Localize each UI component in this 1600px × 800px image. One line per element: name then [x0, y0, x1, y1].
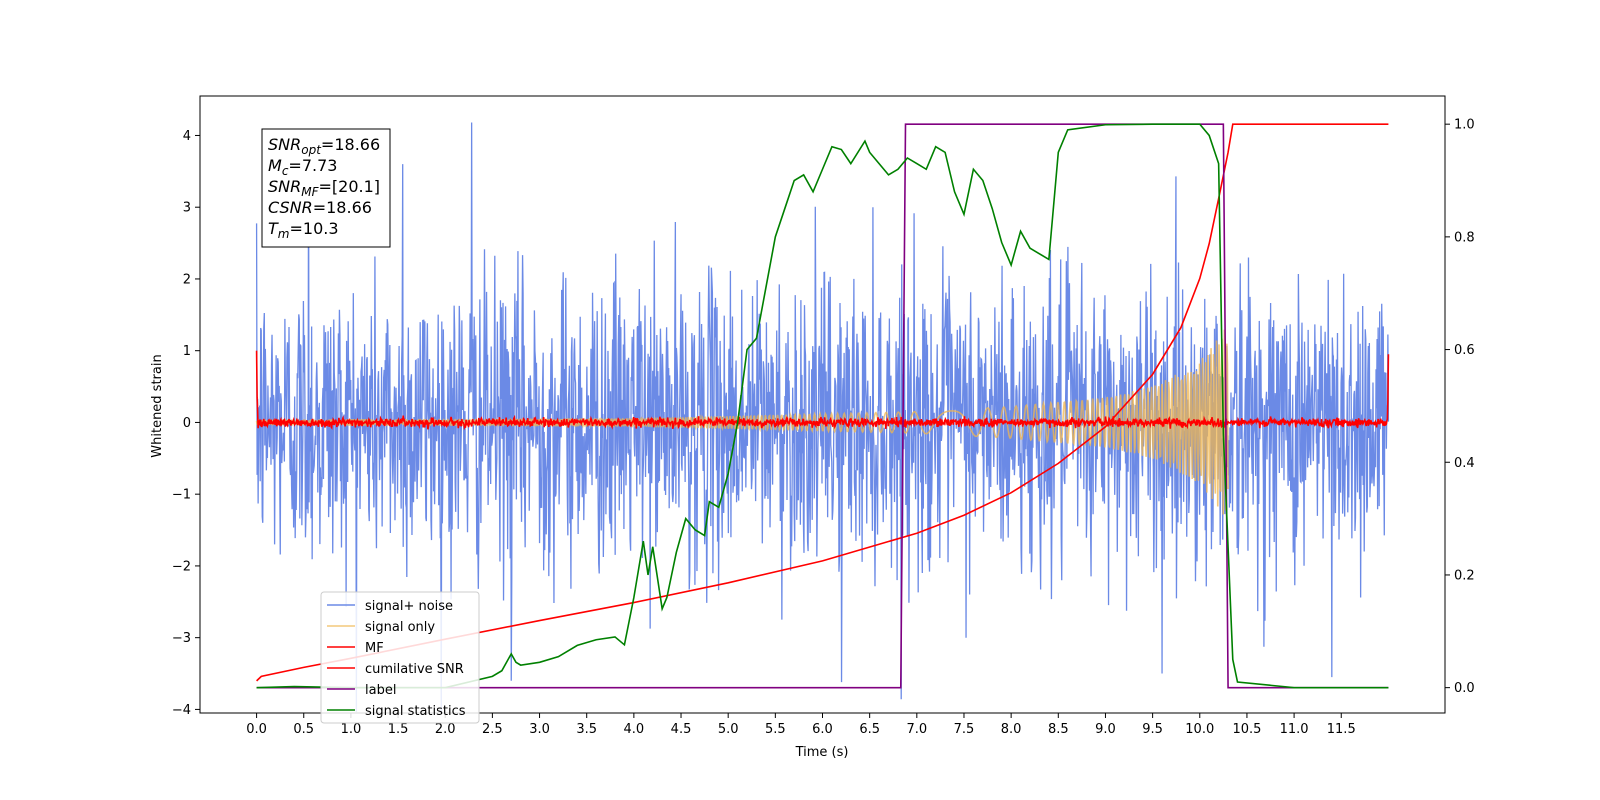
x-tick-label: 8.5 — [1048, 722, 1069, 737]
x-tick-label: 4.5 — [671, 722, 692, 737]
series-line-1 — [255, 122, 1390, 713]
y-right-tick-label: 0.2 — [1454, 568, 1475, 583]
legend-label: MF — [365, 641, 384, 656]
x-tick-label: 1.0 — [341, 722, 362, 737]
x-tick-label: 8.0 — [1001, 722, 1022, 737]
y-right-tick-label: 0.6 — [1454, 343, 1475, 358]
y-left-tick-label: 1 — [183, 344, 191, 359]
x-tick-label: 10.5 — [1232, 722, 1261, 737]
y-axis-left: −4 −3 −2 −1 0 1 2 3 4 — [172, 129, 200, 718]
x-tick-label: 11.0 — [1280, 722, 1309, 737]
y-left-tick-label: −3 — [172, 631, 191, 646]
x-tick-label: 10.0 — [1185, 722, 1214, 737]
y-right-tick-label: 0.4 — [1454, 456, 1475, 471]
x-tick-label: 5.5 — [765, 722, 786, 737]
x-axis-label: Time (s) — [795, 745, 849, 760]
legend-label: signal+ noise — [365, 599, 453, 614]
stats-line: CSNR=18.66 — [268, 198, 372, 217]
x-tick-label: 4.0 — [624, 722, 645, 737]
x-tick-label: 11.5 — [1327, 722, 1356, 737]
legend: signal+ noise signal only MF cumilative SNR… — [320, 591, 480, 724]
y-axis-right: 0.0 0.2 0.4 0.6 0.8 1.0 — [1445, 118, 1475, 696]
x-axis: 0.0 0.5 1.0 1.5 2.0 2.5 3.0 3.5 4.0 4.5 5.0 5.5 6.0 6… — [246, 713, 1356, 737]
x-tick-label: 0.0 — [246, 722, 267, 737]
y-left-tick-label: 0 — [183, 416, 191, 431]
y-left-tick-label: 4 — [183, 129, 191, 144]
y-left-tick-label: 2 — [183, 272, 191, 287]
stats-box: SNRopt=18.66Mc=7.73SNRMF=[20.1]CSNR=18.6… — [261, 128, 391, 248]
stats-line: Mc=7.73 — [268, 156, 337, 178]
stats-line: SNRMF=[20.1] — [268, 177, 380, 199]
y-left-tick-label: 3 — [183, 201, 191, 216]
x-tick-label: 3.0 — [529, 722, 550, 737]
x-tick-label: 7.0 — [906, 722, 927, 737]
x-tick-label: 0.5 — [293, 722, 314, 737]
x-tick-label: 1.5 — [388, 722, 409, 737]
x-tick-label: 3.5 — [576, 722, 597, 737]
x-tick-label: 5.0 — [718, 722, 739, 737]
y-right-tick-label: 0.0 — [1454, 681, 1475, 696]
legend-label: cumilative SNR — [365, 662, 464, 677]
x-tick-label: 7.5 — [954, 722, 975, 737]
x-tick-label: 6.0 — [812, 722, 833, 737]
x-tick-label: 9.5 — [1142, 722, 1163, 737]
y-left-tick-label: −2 — [172, 559, 191, 574]
stats-box-frame — [261, 128, 391, 248]
y-axis-label-left: Whitened strain — [150, 354, 165, 457]
series-line-3 — [255, 350, 1390, 431]
stats-line: SNRopt=18.66 — [268, 135, 380, 157]
legend-frame — [320, 591, 480, 724]
legend-label: label — [365, 683, 396, 698]
y-left-tick-label: −1 — [172, 488, 191, 503]
series-line-6 — [256, 123, 1389, 689]
legend-label: signal only — [365, 620, 435, 635]
stats-line: Tm=10.3 — [268, 219, 339, 241]
x-tick-label: 9.0 — [1095, 722, 1116, 737]
y-right-tick-label: 0.8 — [1454, 230, 1475, 245]
x-tick-label: 6.5 — [859, 722, 880, 737]
legend-label: signal statistics — [365, 704, 466, 719]
x-tick-label: 2.5 — [482, 722, 503, 737]
y-left-tick-label: −4 — [172, 703, 191, 718]
y-right-tick-label: 1.0 — [1454, 118, 1475, 133]
x-tick-label: 2.0 — [435, 722, 456, 737]
series-line-5 — [256, 123, 1389, 689]
